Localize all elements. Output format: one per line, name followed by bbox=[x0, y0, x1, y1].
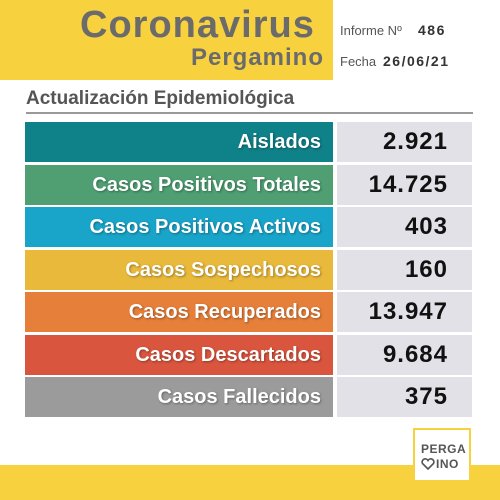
stat-value: 160 bbox=[404, 255, 448, 283]
stat-bar: Casos Fallecidos bbox=[25, 377, 333, 417]
stat-value: 375 bbox=[404, 383, 448, 410]
header-block bbox=[0, 0, 333, 80]
stat-box: 2.921 bbox=[337, 122, 472, 162]
logo-line2: INO bbox=[436, 457, 459, 471]
stat-box: 403 bbox=[337, 207, 472, 247]
stat-value: 14.725 bbox=[368, 170, 448, 198]
divider bbox=[26, 112, 473, 114]
heart-icon bbox=[421, 458, 435, 470]
stat-bar: Casos Descartados bbox=[25, 334, 333, 375]
stat-label: Casos Recuperados bbox=[128, 301, 321, 323]
section-title: Actualización Epidemiológica bbox=[26, 88, 295, 109]
stat-label: Aislados bbox=[237, 131, 321, 153]
date-label: Fecha bbox=[340, 54, 377, 69]
stat-bar: Casos Positivos Activos bbox=[25, 207, 333, 247]
stat-label: Casos Sospechosos bbox=[125, 258, 321, 281]
stat-box: 13.947 bbox=[337, 292, 472, 332]
date: 26/06/21 bbox=[383, 53, 450, 69]
stat-label: Casos Fallecidos bbox=[157, 386, 321, 408]
stat-box: 160 bbox=[337, 249, 472, 290]
stat-value: 13.947 bbox=[368, 298, 448, 325]
logo-line1: PERGA bbox=[421, 442, 467, 456]
stat-label: Casos Descartados bbox=[135, 343, 321, 366]
subtitle: Pergamino bbox=[190, 44, 324, 71]
stat-box: 375 bbox=[337, 377, 472, 417]
report-number: 486 bbox=[418, 22, 446, 38]
stat-bar: Casos Sospechosos bbox=[25, 249, 333, 290]
stat-value: 403 bbox=[404, 213, 448, 240]
stat-bar: Casos Positivos Totales bbox=[25, 164, 333, 205]
stat-box: 9.684 bbox=[337, 334, 472, 375]
stat-box: 14.725 bbox=[337, 164, 472, 205]
stat-bar: Aislados bbox=[25, 122, 333, 162]
stat-label: Casos Positivos Totales bbox=[92, 173, 321, 196]
stat-value: 9.684 bbox=[382, 340, 448, 368]
stat-label: Casos Positivos Activos bbox=[89, 216, 321, 238]
logo: PERGA INO bbox=[413, 428, 471, 482]
title: Coronavirus bbox=[80, 4, 315, 46]
report-label: Informe Nº bbox=[340, 23, 402, 38]
stat-bar: Casos Recuperados bbox=[25, 292, 333, 332]
stat-value: 2.921 bbox=[382, 128, 448, 155]
